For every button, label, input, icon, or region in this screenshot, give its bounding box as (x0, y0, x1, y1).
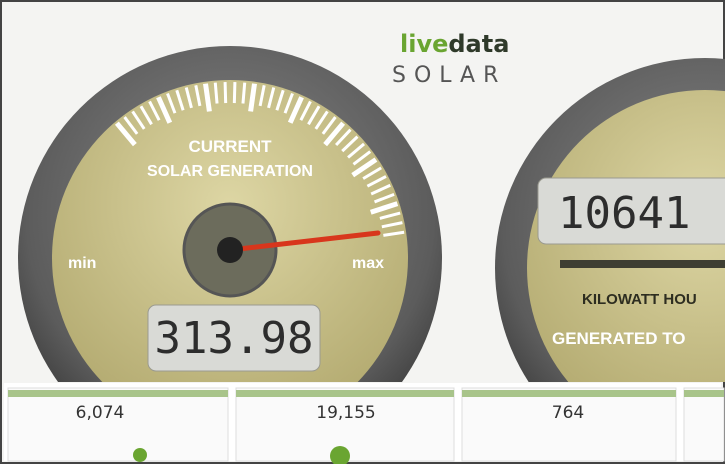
logo-live: live (400, 30, 448, 58)
gauge-tick (215, 83, 217, 104)
min-label: min (68, 255, 96, 272)
gauge-pivot (217, 237, 243, 263)
tile-header (8, 390, 228, 397)
tile-icon (133, 448, 147, 462)
tile-header (684, 390, 724, 397)
logo: livedata (400, 30, 509, 58)
page: CURRENT SOLAR GENERATION min max 313.98 … (0, 0, 725, 464)
gauge-label: KILOWATT HOU (582, 291, 697, 308)
logo-product: SOLAR (392, 63, 506, 88)
gauge-reading: 313.98 (155, 313, 314, 364)
gauge-label: GENERATED TO (552, 329, 686, 348)
tile-header (236, 390, 454, 397)
tile (462, 388, 676, 461)
dashboard: CURRENT SOLAR GENERATION min max 313.98 … (0, 0, 725, 464)
gauge-tick (243, 83, 245, 104)
gauge-tick (225, 82, 226, 103)
scale-strip (560, 260, 725, 268)
tile-value: 764 (552, 403, 584, 423)
gauge-title: SOLAR GENERATION (147, 163, 313, 180)
tile-value: 19,155 (316, 403, 375, 423)
tile (8, 388, 228, 461)
gauge-reading: 10641 (558, 188, 690, 239)
logo-data: data (448, 30, 509, 58)
tile-value: 6,074 (76, 403, 125, 423)
tile (684, 388, 724, 461)
tile-header (462, 390, 676, 397)
max-label: max (352, 255, 384, 272)
tiles: 6,074 19,155 764 (8, 388, 724, 464)
gauge-title: CURRENT (188, 137, 272, 156)
gauge-tick (234, 82, 235, 103)
